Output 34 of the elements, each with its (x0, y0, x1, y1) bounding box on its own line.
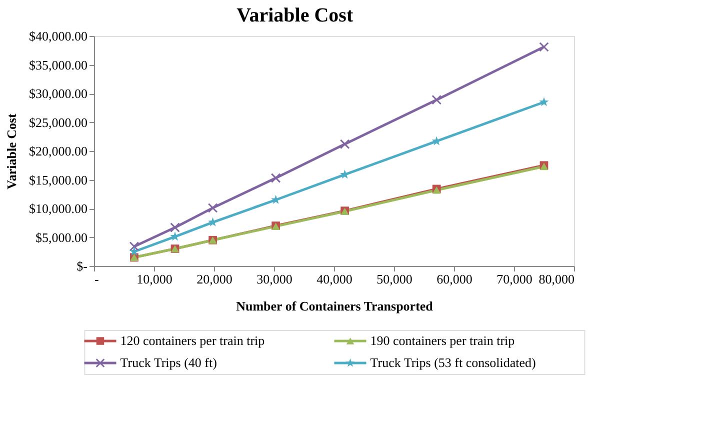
point (432, 94, 442, 105)
x-tick-label: 30,000 (256, 272, 292, 286)
x-tick-label: 40,000 (316, 272, 352, 286)
point (170, 222, 180, 232)
point (270, 173, 281, 183)
y-tick-label: $10,000.00 (29, 201, 88, 216)
chart-title: Variable Cost (236, 4, 354, 26)
legend-label: Truck Trips (40 ft) (120, 355, 217, 370)
point (539, 97, 549, 106)
legend-label: Truck Trips (53 ft consolidated) (370, 355, 536, 370)
legend-label: 190 containers per train trip (370, 333, 515, 348)
y-tick-label: $30,000.00 (29, 86, 88, 101)
x-tick-label: 80,000 (538, 272, 574, 286)
x-tick-label: 10,000 (136, 272, 172, 286)
point (129, 242, 140, 252)
x-tick-label: 70,000 (496, 272, 532, 286)
point (340, 139, 350, 150)
point (208, 202, 218, 213)
point (129, 246, 139, 256)
y-tick-label: $- (76, 258, 88, 274)
y-tick-label: $15,000.00 (29, 172, 88, 188)
x-tick-label: 60,000 (436, 272, 472, 286)
x-tick-label: - (94, 272, 99, 286)
y-tick-label: $5,000.00 (36, 230, 88, 245)
y-axis-title: Variable Cost (4, 112, 19, 190)
point (539, 42, 549, 52)
x-tick-label: 20,000 (196, 272, 232, 286)
y-tick-label: $25,000.00 (29, 114, 88, 130)
y-tick-label: $20,000.00 (29, 144, 88, 158)
y-tick-label: $40,000.00 (29, 28, 88, 44)
legend-label: 120 containers per train trip (120, 333, 265, 348)
x-tick-label: 50,000 (376, 272, 412, 286)
y-tick-label: $35,000.00 (29, 57, 88, 72)
x-axis-title: Number of Containers Transported (236, 298, 434, 314)
